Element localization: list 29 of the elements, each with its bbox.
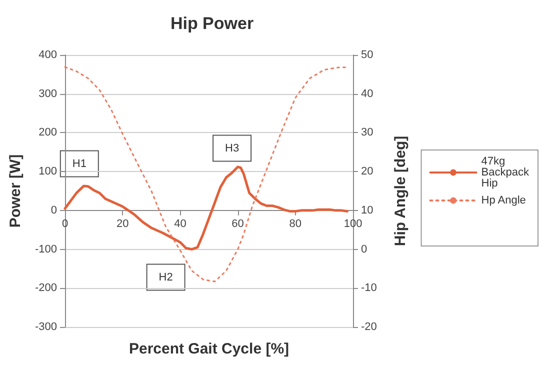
y2-tick-label: -20 — [361, 321, 377, 333]
x-tick-label: 20 — [116, 218, 129, 230]
y2-axis-title: Hip Angle [deg] — [392, 136, 409, 246]
y-axis-title: Power [W] — [7, 154, 24, 228]
annotation: H2 — [158, 271, 173, 284]
legend-label: 47kg Backpack Hip — [481, 156, 532, 190]
chart-title: Hip Power — [170, 14, 254, 33]
y-tick-label: -300 — [34, 321, 57, 333]
y-tick-label: -100 — [34, 243, 57, 256]
y2-tick-label: 10 — [361, 204, 374, 216]
x-tick-label: 60 — [232, 218, 244, 230]
y-tick-label: 300 — [38, 88, 57, 100]
annotation: H1 — [72, 158, 86, 170]
y-tick-label: 400 — [38, 49, 57, 61]
y-tick-label: 100 — [38, 166, 57, 178]
annotation: H3 — [225, 142, 240, 154]
y-tick-label: -200 — [34, 282, 57, 294]
y2-tick-label: 40 — [361, 88, 374, 100]
y2-tick-label: 30 — [361, 126, 374, 139]
y2-tick-label: 0 — [361, 243, 368, 256]
y-tick-label: 200 — [38, 126, 57, 139]
y2-tick-label: 50 — [361, 49, 374, 61]
legend-label: Hp Angle — [481, 194, 526, 206]
x-axis-title: Percent Gait Cycle [%] — [128, 340, 290, 358]
x-tick-label: 80 — [289, 218, 302, 230]
y2-tick-label: -10 — [361, 282, 377, 294]
x-tick-label: 40 — [174, 218, 186, 230]
y-tick-label: 0 — [50, 204, 57, 216]
y2-tick-label: 20 — [361, 166, 374, 178]
